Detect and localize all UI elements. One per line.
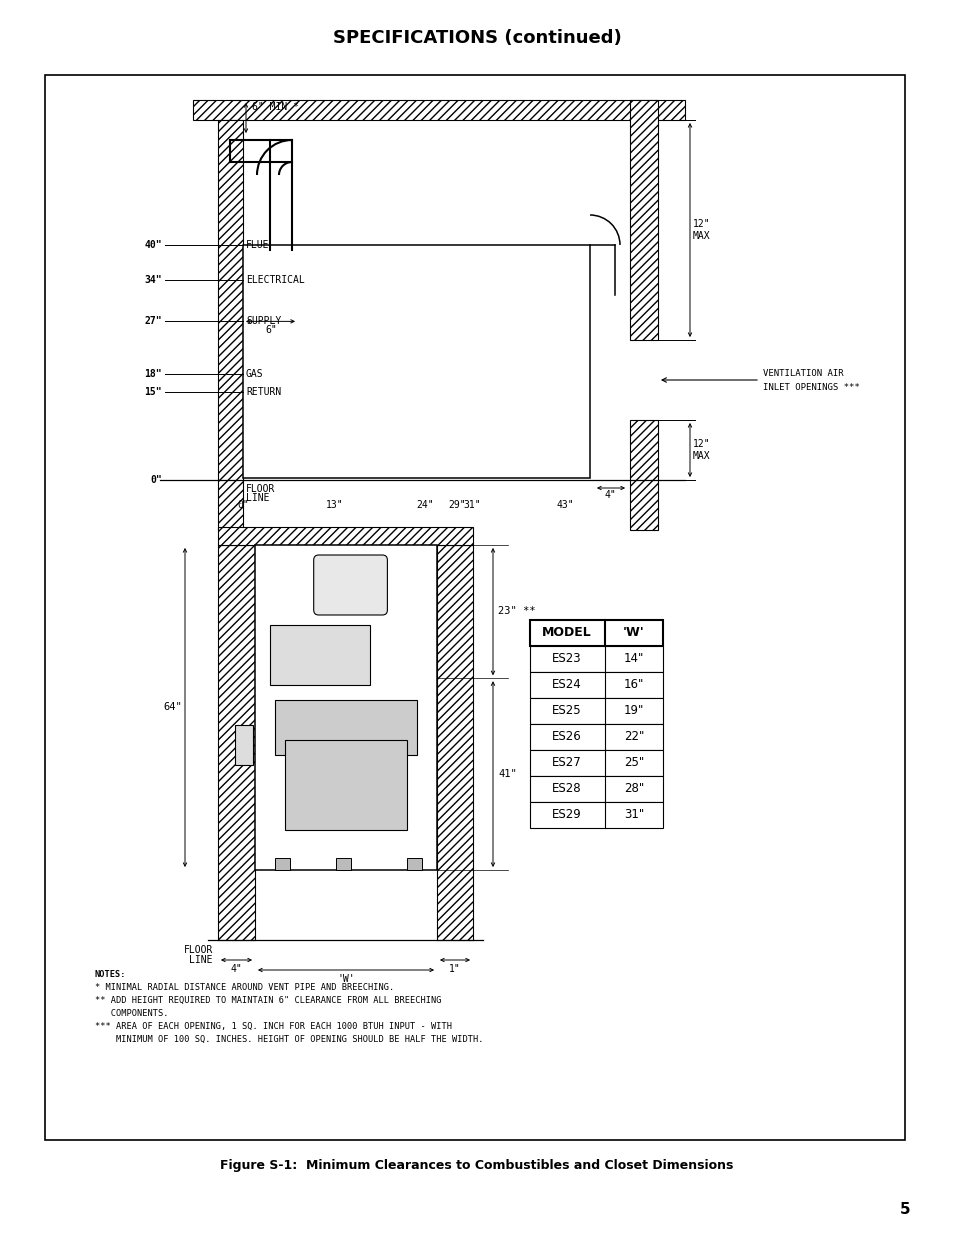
Text: 1": 1"	[449, 965, 460, 974]
Text: COMPONENTS.: COMPONENTS.	[95, 1009, 169, 1018]
Text: 14": 14"	[623, 652, 643, 666]
Text: 31": 31"	[623, 809, 643, 821]
Bar	[254, 545, 436, 869]
Text: SPECIFICATIONS (continued): SPECIFICATIONS (continued)	[333, 28, 620, 47]
Text: VENTILATION AIR: VENTILATION AIR	[762, 369, 842, 378]
Text: 40": 40"	[144, 240, 162, 249]
Text: 0": 0"	[237, 500, 249, 510]
Bar	[530, 750, 662, 776]
Text: 64": 64"	[163, 701, 182, 713]
Text: 15": 15"	[144, 387, 162, 396]
Text: MINIMUM OF 100 SQ. INCHES. HEIGHT OF OPENING SHOULD BE HALF THE WIDTH.: MINIMUM OF 100 SQ. INCHES. HEIGHT OF OPE…	[95, 1035, 483, 1044]
Text: 6" MIN *: 6" MIN *	[252, 103, 298, 112]
Text: 19": 19"	[623, 704, 643, 718]
Bar	[530, 802, 662, 827]
Text: ES28: ES28	[552, 783, 581, 795]
Text: * MINIMAL RADIAL DISTANCE AROUND VENT PIPE AND BREECHING.: * MINIMAL RADIAL DISTANCE AROUND VENT PI…	[95, 983, 394, 992]
Text: LINE: LINE	[246, 493, 269, 503]
Bar	[530, 698, 662, 724]
Text: 41": 41"	[497, 769, 517, 779]
Text: 25": 25"	[623, 757, 643, 769]
Text: 16": 16"	[623, 678, 643, 692]
Bar	[218, 120, 243, 530]
Text: ES26: ES26	[552, 730, 581, 743]
Bar	[530, 620, 662, 646]
Text: ES25: ES25	[552, 704, 581, 718]
Bar	[629, 420, 658, 530]
Text: *** AREA OF EACH OPENING, 1 SQ. INCH FOR EACH 1000 BTUH INPUT - WITH: *** AREA OF EACH OPENING, 1 SQ. INCH FOR…	[95, 1023, 452, 1031]
Text: ES23: ES23	[552, 652, 581, 666]
Text: ES27: ES27	[552, 757, 581, 769]
Bar	[530, 724, 662, 750]
Text: GAS: GAS	[246, 369, 263, 379]
Text: 24": 24"	[416, 500, 434, 510]
Text: 12": 12"	[692, 438, 710, 450]
Text: FLUE: FLUE	[246, 240, 269, 249]
Text: 28": 28"	[623, 783, 643, 795]
Bar	[274, 700, 416, 755]
Bar	[243, 245, 589, 478]
Text: RETURN: RETURN	[246, 387, 281, 396]
Text: 'W': 'W'	[622, 626, 644, 640]
Text: NOTES:: NOTES:	[95, 969, 127, 979]
Bar	[407, 858, 421, 869]
Bar	[274, 858, 290, 869]
Text: Figure S-1:  Minimum Clearances to Combustibles and Closet Dimensions: Figure S-1: Minimum Clearances to Combus…	[220, 1158, 733, 1172]
Text: 18": 18"	[144, 369, 162, 379]
Text: 0": 0"	[150, 475, 162, 485]
Text: MAX: MAX	[692, 451, 710, 461]
Text: 6": 6"	[265, 325, 276, 336]
Text: 4": 4"	[603, 490, 616, 500]
Bar	[285, 740, 407, 830]
Text: 31": 31"	[463, 500, 480, 510]
Text: 23" **: 23" **	[497, 606, 535, 616]
Text: SUPPLY: SUPPLY	[246, 316, 281, 326]
Text: ** ADD HEIGHT REQUIRED TO MAINTAIN 6" CLEARANCE FROM ALL BREECHING: ** ADD HEIGHT REQUIRED TO MAINTAIN 6" CL…	[95, 995, 441, 1005]
Text: 4": 4"	[230, 965, 242, 974]
Text: 12": 12"	[692, 219, 710, 228]
Text: 29": 29"	[448, 500, 465, 510]
Text: 27": 27"	[144, 316, 162, 326]
Bar	[218, 545, 254, 940]
Text: LINE: LINE	[190, 955, 213, 965]
Text: 5: 5	[899, 1203, 909, 1218]
Bar	[530, 776, 662, 802]
Text: 'W': 'W'	[336, 974, 355, 984]
Text: 13": 13"	[326, 500, 343, 510]
FancyBboxPatch shape	[314, 555, 387, 615]
Text: 34": 34"	[144, 275, 162, 285]
Bar	[530, 672, 662, 698]
Text: FLOOR: FLOOR	[183, 945, 213, 955]
Bar	[270, 625, 370, 685]
Text: INLET OPENINGS ***: INLET OPENINGS ***	[762, 383, 859, 391]
Text: ELECTRICAL: ELECTRICAL	[246, 275, 304, 285]
Text: MAX: MAX	[692, 231, 710, 241]
Text: ES29: ES29	[552, 809, 581, 821]
Text: 22": 22"	[623, 730, 643, 743]
Bar	[629, 100, 658, 340]
Bar	[436, 545, 473, 940]
Bar	[335, 858, 351, 869]
Bar	[234, 725, 253, 764]
Bar	[218, 527, 473, 545]
Bar	[530, 646, 662, 672]
Bar	[193, 100, 684, 120]
Text: ES24: ES24	[552, 678, 581, 692]
Text: FLOOR: FLOOR	[246, 484, 275, 494]
Text: MODEL: MODEL	[541, 626, 591, 640]
Text: 43": 43"	[556, 500, 573, 510]
Bar	[45, 75, 904, 1140]
